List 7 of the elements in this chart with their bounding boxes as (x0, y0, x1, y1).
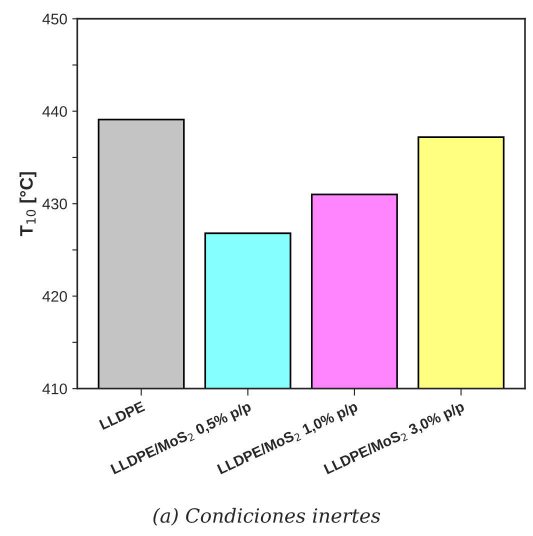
y-tick-label: 450 (42, 14, 67, 24)
text: (a) Condiciones inertes (153, 508, 380, 526)
y-tick-label: 430 (42, 198, 67, 210)
y-axis-title: T$_{10}$ [°C] (20, 172, 36, 236)
y-tick-label: 420 (42, 291, 67, 302)
y-tick-label: 440 (42, 106, 67, 117)
y-tick-label: 410 (42, 383, 67, 394)
